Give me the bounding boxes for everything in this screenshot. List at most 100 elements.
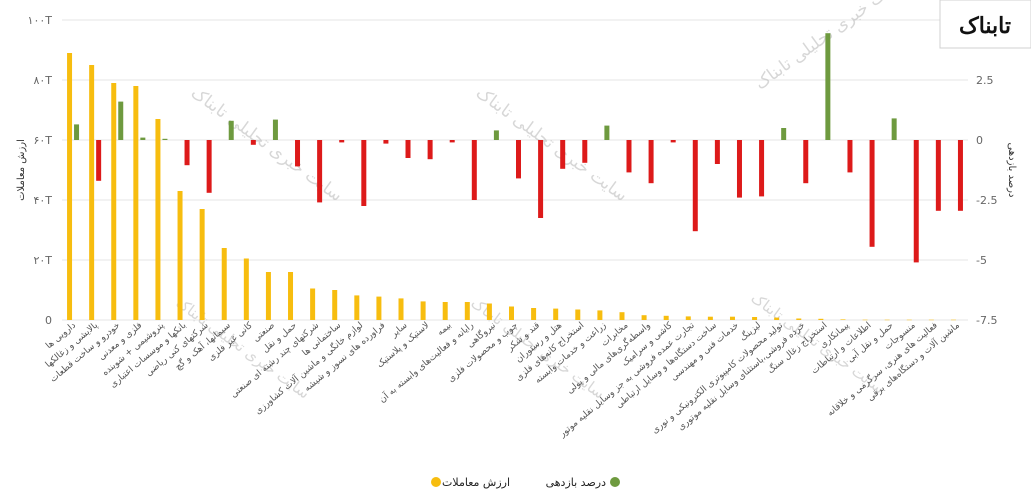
- bar-trade-value[interactable]: [177, 191, 183, 320]
- bar-trade-value[interactable]: [310, 288, 316, 321]
- bar-return-percent[interactable]: [692, 140, 698, 232]
- bar-return-percent[interactable]: [516, 140, 521, 179]
- left-axis-title: ارزش معاملات: [16, 139, 27, 201]
- bar-return-percent[interactable]: [471, 140, 477, 200]
- bar-return-percent[interactable]: [626, 140, 632, 173]
- bar-trade-value[interactable]: [354, 295, 360, 320]
- left-tick-label: ۶۰T: [33, 134, 52, 147]
- bar-trade-value[interactable]: [199, 209, 205, 320]
- bar-return-percent[interactable]: [847, 140, 853, 173]
- bar-trade-value[interactable]: [774, 317, 780, 320]
- bar-trade-value[interactable]: [288, 272, 294, 320]
- bar-trade-value[interactable]: [464, 302, 470, 320]
- bar-return-percent[interactable]: [162, 138, 168, 140]
- legend-item-return[interactable]: درصد بازدهی: [546, 476, 620, 489]
- bar-trade-value[interactable]: [420, 301, 426, 320]
- legend-item-value[interactable]: ارزش معاملات: [431, 476, 510, 489]
- bar-return-percent[interactable]: [935, 140, 941, 211]
- right-tick-label: -5: [976, 254, 987, 267]
- bar-return-percent[interactable]: [427, 140, 433, 160]
- bar-return-percent[interactable]: [206, 140, 212, 193]
- left-tick-label: 0: [45, 314, 52, 327]
- bar-return-percent[interactable]: [538, 140, 544, 218]
- bar-trade-value[interactable]: [685, 316, 691, 320]
- bar-return-percent[interactable]: [957, 140, 963, 211]
- bar-return-percent[interactable]: [493, 130, 499, 140]
- return-percent-bars: [74, 33, 963, 263]
- bar-trade-value[interactable]: [221, 248, 227, 320]
- grid-lines: [62, 19, 968, 321]
- bar-trade-value[interactable]: [906, 319, 912, 321]
- bar-return-percent[interactable]: [74, 124, 80, 140]
- bar-trade-value[interactable]: [553, 308, 559, 320]
- bar-trade-value[interactable]: [597, 310, 603, 320]
- bar-return-percent[interactable]: [869, 140, 875, 247]
- bar-trade-value[interactable]: [862, 319, 868, 321]
- bar-trade-value[interactable]: [950, 319, 956, 321]
- bar-trade-value[interactable]: [486, 303, 492, 321]
- bar-trade-value[interactable]: [89, 65, 95, 320]
- bar-return-percent[interactable]: [714, 140, 720, 164]
- logo: تابناک: [939, 0, 1031, 49]
- bar-return-percent[interactable]: [759, 140, 765, 197]
- bar-return-percent[interactable]: [295, 140, 301, 167]
- bar-trade-value[interactable]: [641, 315, 647, 320]
- bar-return-percent[interactable]: [449, 140, 455, 143]
- bar-trade-value[interactable]: [243, 258, 249, 321]
- bar-trade-value[interactable]: [509, 306, 514, 321]
- bar-return-percent[interactable]: [383, 140, 389, 144]
- bar-trade-value[interactable]: [332, 290, 338, 320]
- bar-trade-value[interactable]: [531, 308, 537, 320]
- bar-return-percent[interactable]: [582, 140, 588, 163]
- bar-trade-value[interactable]: [818, 318, 824, 320]
- bar-trade-value[interactable]: [398, 298, 404, 320]
- bar-return-percent[interactable]: [361, 140, 367, 206]
- bar-trade-value[interactable]: [111, 83, 117, 320]
- bar-trade-value[interactable]: [442, 302, 448, 320]
- bar-return-percent[interactable]: [184, 140, 190, 166]
- bar-return-percent[interactable]: [891, 118, 897, 140]
- bar-return-percent[interactable]: [781, 128, 787, 140]
- bar-trade-value[interactable]: [265, 272, 271, 320]
- bar-return-percent[interactable]: [140, 137, 146, 140]
- right-axis-ticks: -7.5-5-2.502.55: [976, 14, 997, 327]
- bar-return-percent[interactable]: [560, 140, 566, 169]
- bar-trade-value[interactable]: [155, 119, 161, 320]
- bar-trade-value[interactable]: [707, 316, 713, 320]
- bar-trade-value[interactable]: [575, 309, 581, 321]
- bar-trade-value[interactable]: [752, 317, 758, 320]
- bar-return-percent[interactable]: [228, 120, 234, 140]
- bar-trade-value[interactable]: [376, 296, 382, 320]
- bar-trade-value[interactable]: [619, 312, 625, 320]
- bar-trade-value[interactable]: [663, 315, 669, 320]
- bar-trade-value[interactable]: [796, 318, 802, 321]
- bar-return-percent[interactable]: [913, 140, 919, 263]
- bar-return-percent[interactable]: [825, 33, 831, 141]
- logo-text: تابناک: [959, 13, 1011, 39]
- bar-trade-value[interactable]: [884, 319, 890, 321]
- bar-return-percent[interactable]: [339, 140, 345, 143]
- bar-trade-value[interactable]: [928, 319, 934, 321]
- bar-return-percent[interactable]: [250, 140, 256, 145]
- bar-return-percent[interactable]: [405, 140, 411, 158]
- bar-trade-value[interactable]: [729, 316, 735, 320]
- bar-return-percent[interactable]: [96, 140, 102, 181]
- bar-return-percent[interactable]: [317, 140, 323, 203]
- right-tick-label: -2.5: [976, 194, 997, 207]
- bar-return-percent[interactable]: [803, 140, 809, 184]
- bar-trade-value[interactable]: [133, 86, 139, 320]
- right-axis-title: درصد بازدهی: [1006, 143, 1017, 198]
- bar-return-percent[interactable]: [736, 140, 742, 198]
- bar-return-percent[interactable]: [648, 140, 654, 184]
- left-tick-label: ۸۰T: [33, 74, 52, 87]
- bar-return-percent[interactable]: [118, 101, 124, 140]
- bar-return-percent[interactable]: [604, 125, 610, 140]
- bar-trade-value[interactable]: [840, 319, 846, 320]
- bar-return-percent[interactable]: [670, 140, 676, 143]
- bar-return-percent[interactable]: [272, 119, 278, 140]
- legend-swatch-return: [610, 477, 620, 487]
- bar-trade-value[interactable]: [67, 53, 73, 320]
